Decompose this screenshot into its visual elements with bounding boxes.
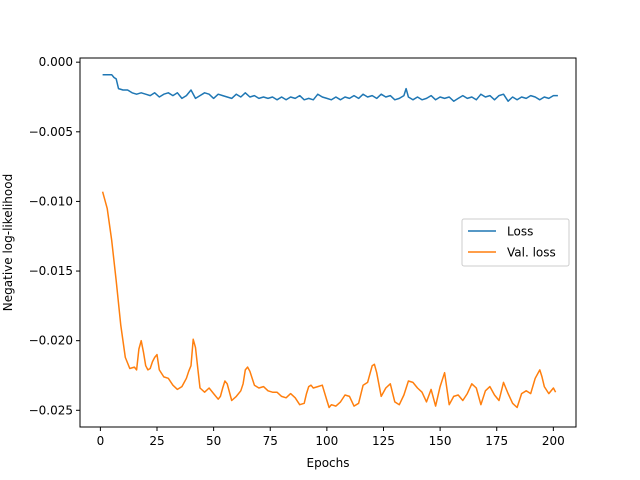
y-tick-label: −0.005: [29, 125, 73, 139]
y-axis-label: Negative log-likelihood: [1, 174, 15, 311]
x-tick-label: 175: [485, 434, 508, 448]
series-layer: [101, 73, 558, 409]
x-tick-label: 100: [315, 434, 338, 448]
x-tick-label: 75: [263, 434, 278, 448]
legend-label-val-loss: Val. loss: [507, 246, 556, 260]
y-tick-label: −0.010: [29, 194, 73, 208]
x-tick-label: 125: [372, 434, 395, 448]
x-axis-label: Epochs: [307, 456, 350, 470]
y-axis-ticks: 0.000 −0.005 −0.010 −0.015 −0.020 −0.025: [29, 55, 80, 417]
y-tick-label: −0.025: [29, 403, 73, 417]
plot-frame: [79, 57, 577, 428]
y-tick-label: −0.020: [29, 334, 73, 348]
legend: Loss Val. loss: [461, 218, 570, 267]
legend-label-loss: Loss: [507, 225, 533, 239]
x-tick-label: 0: [97, 434, 105, 448]
x-axis-ticks: 0 25 50 75 100 125 150 175 200: [97, 427, 565, 448]
x-tick-label: 50: [206, 434, 221, 448]
x-tick-label: 150: [429, 434, 452, 448]
y-tick-label: −0.015: [29, 264, 73, 278]
x-tick-label: 200: [542, 434, 565, 448]
y-tick-label: 0.000: [39, 55, 73, 69]
series-line-val-loss: [101, 191, 557, 409]
series-line-loss: [102, 73, 558, 102]
x-tick-label: 25: [149, 434, 164, 448]
